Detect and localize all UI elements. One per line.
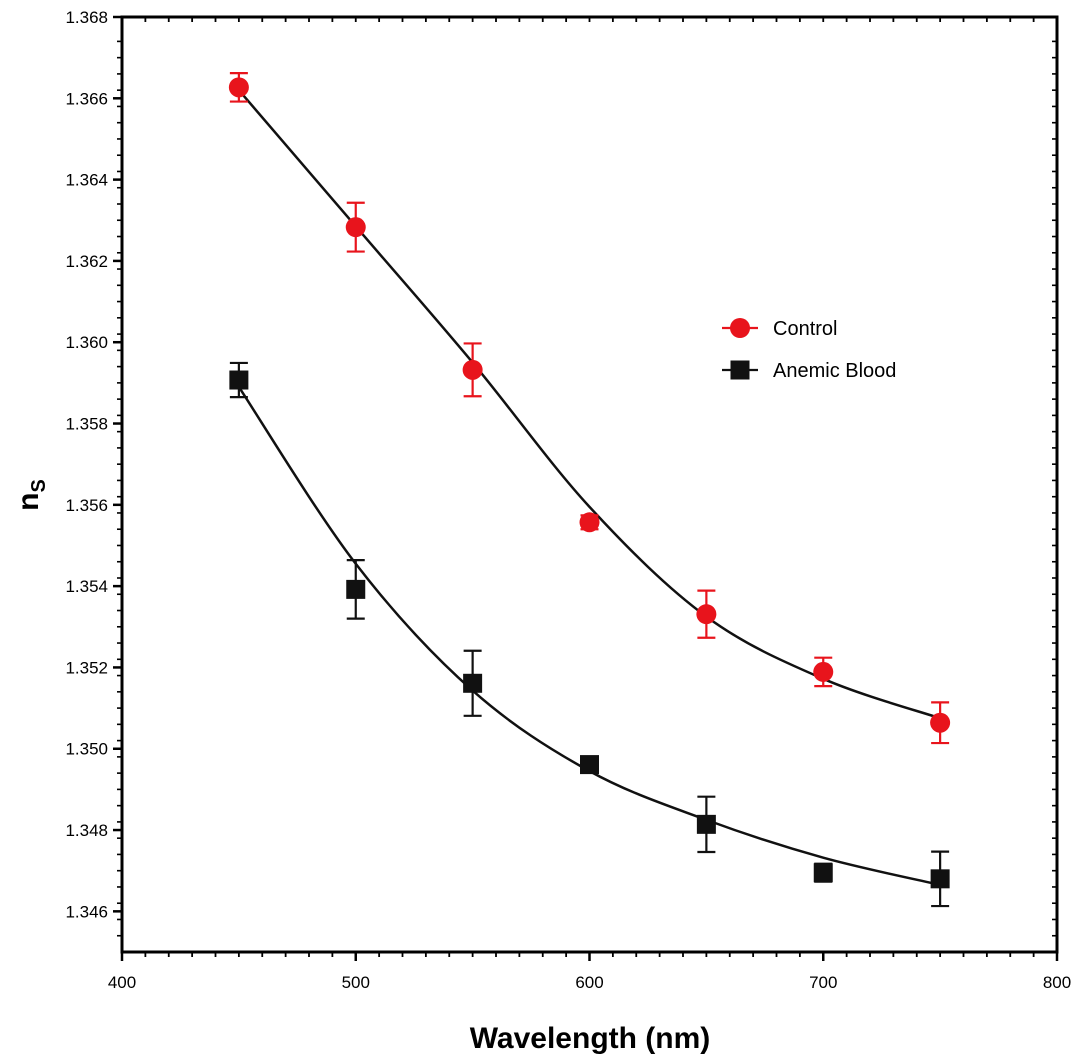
axis-tick-labels: 400 500 600 700 800 1.346 1.348 1.350 1.352 1.354… — [65, 8, 1071, 992]
y-tick-label: 1.368 — [65, 8, 108, 27]
data-markers — [228, 77, 951, 889]
control-fit-curve — [237, 89, 941, 720]
legend-label: Control — [773, 318, 837, 340]
y-axis-title-main: n — [12, 493, 45, 511]
anemic-blood-point — [696, 814, 716, 834]
y-tick-label: 1.346 — [65, 902, 108, 921]
axis-ticks — [113, 15, 1059, 961]
y-tick-label: 1.358 — [65, 415, 108, 434]
error-bars — [229, 71, 950, 908]
control-point — [345, 217, 366, 238]
legend-marker — [730, 318, 750, 338]
y-axis-title-subscript: S — [28, 479, 50, 492]
anemic-blood-point — [813, 863, 833, 883]
control-point — [813, 661, 834, 682]
x-tick-label: 700 — [809, 973, 837, 992]
svg-text:nS: nS — [12, 479, 50, 511]
anemic-blood-point — [930, 869, 950, 889]
y-tick-label: 1.354 — [65, 577, 108, 596]
y-tick-label: 1.362 — [65, 252, 108, 271]
legend: Control Anemic Blood — [722, 318, 896, 382]
control-point — [696, 604, 717, 625]
y-tick-label: 1.348 — [65, 821, 108, 840]
anemic-blood-point — [463, 673, 483, 693]
y-tick-label: 1.350 — [65, 740, 108, 759]
legend-item-anemic-blood: Anemic Blood — [722, 360, 896, 382]
y-tick-label: 1.360 — [65, 333, 108, 352]
x-tick-label: 800 — [1043, 973, 1071, 992]
control-point — [579, 512, 600, 533]
y-tick-label: 1.364 — [65, 171, 108, 190]
anemic-blood-point — [346, 579, 366, 599]
control-point — [930, 712, 951, 733]
y-tick-label: 1.356 — [65, 496, 108, 515]
anemic-blood-point — [580, 755, 599, 775]
y-axis-title: nS — [12, 479, 50, 511]
x-tick-label: 400 — [108, 973, 136, 992]
anemic-blood-fit-curve — [237, 386, 941, 887]
control-point — [462, 359, 483, 380]
y-tick-label: 1.352 — [65, 658, 108, 677]
legend-item-control: Control — [722, 318, 837, 340]
anemic-blood-point — [229, 370, 249, 390]
x-tick-label: 500 — [342, 973, 370, 992]
legend-marker — [730, 360, 750, 380]
x-axis-title: Wavelength (nm) — [470, 1022, 711, 1055]
plot-border — [120, 15, 1059, 954]
x-tick-label: 600 — [575, 973, 603, 992]
control-point — [228, 77, 249, 98]
y-tick-label: 1.366 — [65, 89, 108, 108]
legend-label: Anemic Blood — [773, 360, 896, 382]
plot-frame — [120, 15, 1059, 954]
